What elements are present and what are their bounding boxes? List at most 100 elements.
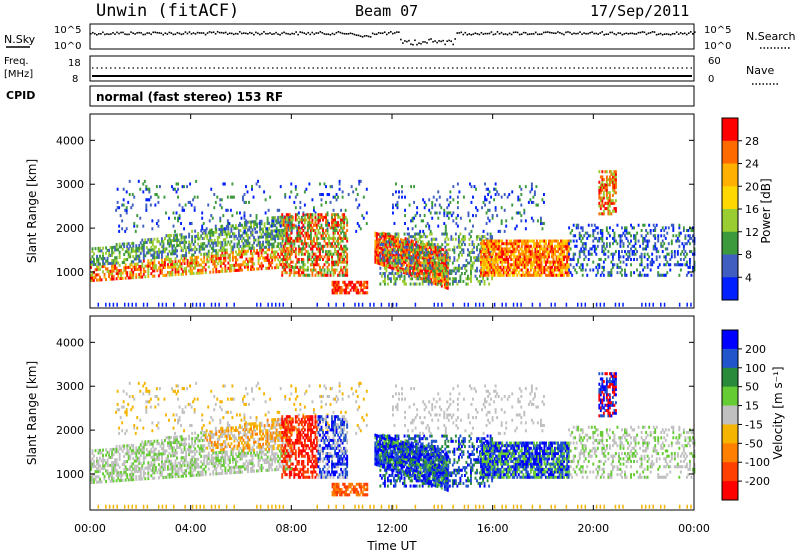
power-cell (329, 185, 332, 189)
power-cell (303, 263, 306, 267)
power-cell (392, 235, 395, 239)
power-cell (108, 275, 111, 279)
power-cell (560, 260, 563, 264)
power-cell (297, 221, 300, 225)
power-cell (560, 252, 563, 256)
power-cell (453, 266, 456, 270)
power-cell (551, 255, 553, 259)
power-cell (619, 242, 622, 246)
power-cell (117, 269, 120, 273)
power-cell (393, 256, 395, 260)
power-cell (230, 229, 233, 233)
power-cell (201, 216, 204, 220)
power-cell (607, 209, 610, 213)
power-cell (309, 228, 312, 233)
power-cell (219, 216, 222, 220)
power-cell (567, 265, 570, 269)
power-cell (311, 221, 314, 225)
power-cell (424, 248, 427, 252)
power-cell (160, 260, 163, 264)
power-cell (434, 277, 437, 281)
power-cell (269, 263, 272, 267)
power-cell (554, 265, 556, 269)
power-cell (428, 224, 431, 228)
power-cell (109, 272, 112, 276)
power-cell (476, 237, 478, 241)
power-cell (607, 204, 610, 208)
power-cell (385, 269, 388, 273)
power-cell (417, 256, 420, 260)
power-cell (293, 271, 296, 275)
power-cell (380, 260, 383, 264)
power-cell (663, 242, 666, 246)
power-cell (210, 252, 213, 256)
power-cell (251, 267, 254, 271)
power-cell (320, 203, 323, 207)
power-cell (479, 274, 481, 278)
power-cell (303, 273, 306, 277)
power-cell (294, 224, 297, 228)
power-cell (437, 267, 440, 271)
power-cell (583, 234, 586, 238)
power-cell (366, 291, 369, 295)
power-cell (189, 182, 192, 186)
power-cell (578, 265, 581, 269)
power-cell (284, 268, 287, 272)
power-cell (121, 219, 124, 223)
power-cell (183, 259, 186, 263)
power-cell (408, 253, 411, 257)
power-cell (224, 240, 227, 244)
power-cell (265, 258, 268, 262)
power-cell (614, 209, 617, 213)
power-cell (508, 263, 511, 267)
power-cell (460, 237, 463, 241)
power-cell (225, 248, 228, 252)
noise-sample (649, 31, 652, 34)
power-cell (115, 248, 118, 252)
power-cell (309, 221, 312, 225)
power-cell (138, 257, 141, 261)
power-cell (160, 263, 163, 267)
power-cell (174, 249, 177, 253)
power-cell (180, 235, 183, 239)
power-cell (200, 258, 203, 262)
noise-left-label: N.Sky (4, 33, 36, 46)
power-cell (141, 243, 144, 247)
power-cell (308, 221, 311, 225)
power-cell (554, 263, 556, 267)
power-cell (294, 185, 297, 189)
power-cell (337, 195, 340, 199)
power-cell (492, 265, 495, 269)
power-cell (216, 270, 219, 274)
power-cell (309, 234, 312, 238)
noise-sample (456, 32, 459, 34)
power-cell (607, 183, 610, 187)
power-cell (400, 238, 402, 242)
power-cell (484, 255, 487, 259)
power-cell (466, 253, 469, 257)
power-cell (139, 187, 142, 191)
power-cell (325, 252, 327, 256)
power-cell (476, 266, 478, 270)
power-cell (454, 277, 457, 281)
power-cell (168, 249, 171, 253)
power-cell (496, 244, 499, 248)
power-cell (194, 250, 197, 254)
power-cell (446, 268, 449, 272)
noise-sample (545, 31, 547, 34)
power-cell (121, 276, 124, 280)
power-cell (560, 268, 563, 272)
power-cell (568, 242, 571, 246)
power-cell (326, 271, 329, 275)
power-cell (397, 253, 400, 257)
power-cell (540, 271, 543, 275)
power-cell (142, 241, 145, 245)
power-cell (463, 237, 466, 241)
power-cell (537, 242, 540, 246)
power-cell (290, 249, 293, 253)
power-cell (280, 252, 283, 256)
power-cell (349, 288, 352, 292)
noise-sample (681, 33, 684, 35)
power-cell (262, 264, 265, 268)
power-cell (604, 183, 607, 187)
